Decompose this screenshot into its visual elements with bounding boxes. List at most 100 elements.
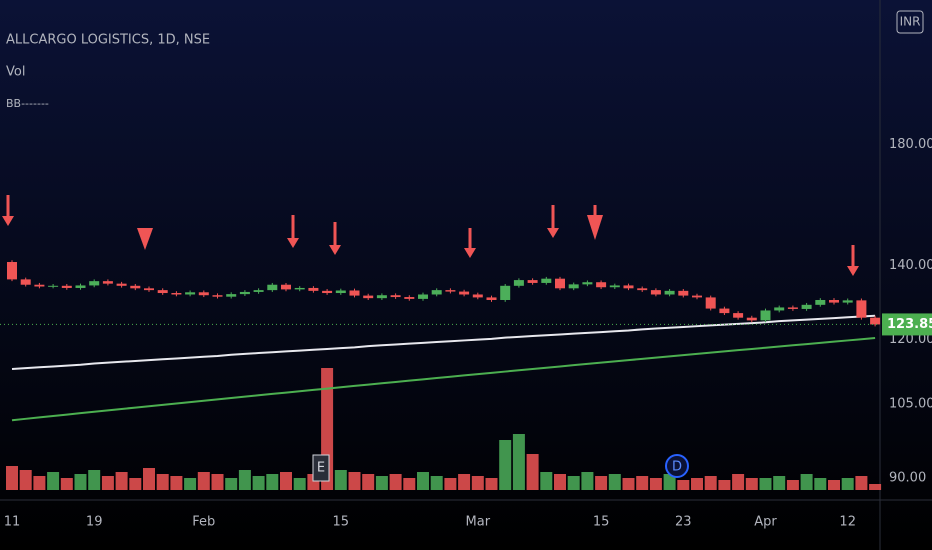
x-tick-label: 12 bbox=[839, 515, 856, 530]
candle-body bbox=[171, 293, 182, 295]
chart-title: ALLCARGO LOGISTICS, 1D, NSE bbox=[6, 33, 210, 48]
candle-body bbox=[678, 290, 689, 296]
volume-bar bbox=[334, 470, 347, 490]
x-tick-label: 15 bbox=[593, 515, 610, 530]
candle-body bbox=[294, 287, 305, 290]
candle-body bbox=[144, 288, 154, 291]
volume-bar bbox=[800, 474, 813, 490]
candle-body bbox=[459, 291, 470, 295]
volume-bar bbox=[197, 472, 210, 490]
candle-body bbox=[801, 304, 812, 309]
volume-bar bbox=[622, 478, 635, 490]
volume-bar bbox=[485, 478, 498, 490]
volume-bar bbox=[691, 478, 703, 490]
volume-bar bbox=[252, 476, 265, 490]
volume-bar bbox=[88, 470, 101, 490]
volume-bar bbox=[526, 454, 539, 490]
candle-body bbox=[870, 317, 881, 325]
volume-bar bbox=[540, 472, 553, 490]
candle-body bbox=[102, 281, 113, 284]
candle-body bbox=[500, 285, 511, 300]
volume-bar bbox=[773, 476, 786, 490]
volume-bar bbox=[608, 474, 621, 490]
y-tick-label: 90.00 bbox=[889, 471, 926, 486]
candle-body bbox=[281, 284, 291, 290]
candle-body bbox=[719, 308, 730, 314]
candle-body bbox=[363, 295, 374, 299]
candle-body bbox=[157, 290, 168, 294]
candle-body bbox=[733, 313, 744, 318]
volume-bar bbox=[444, 478, 457, 490]
candle-body bbox=[760, 310, 771, 321]
x-tick-label: 15 bbox=[333, 515, 350, 530]
candle-body bbox=[541, 278, 552, 283]
x-tick-label: 11 bbox=[4, 515, 21, 530]
y-tick-label: 105.00 bbox=[889, 396, 932, 411]
candle-body bbox=[376, 295, 387, 299]
volume-bar bbox=[266, 474, 279, 490]
volume-bar bbox=[238, 470, 251, 490]
event-label: E bbox=[317, 461, 325, 476]
candle-body bbox=[815, 299, 826, 305]
volume-bar bbox=[74, 474, 87, 490]
volume-bar bbox=[348, 472, 361, 490]
volume-bar bbox=[704, 476, 717, 490]
volume-bar bbox=[170, 476, 183, 490]
candle-body bbox=[418, 294, 428, 299]
x-tick-label: Apr bbox=[754, 515, 777, 530]
candle-body bbox=[20, 279, 31, 285]
volume-bar bbox=[649, 478, 662, 490]
volume-bar bbox=[677, 480, 690, 490]
event-label: D bbox=[672, 460, 682, 475]
volume-bar bbox=[814, 478, 827, 490]
candle-body bbox=[7, 262, 17, 280]
candle-body bbox=[787, 307, 798, 309]
event-badge bbox=[312, 454, 330, 482]
candle-body bbox=[596, 282, 607, 288]
volume-bar bbox=[458, 474, 471, 490]
volume-bar bbox=[581, 472, 594, 490]
event-badge bbox=[665, 454, 689, 478]
moving-average bbox=[11, 314, 876, 370]
volume-bar bbox=[636, 476, 649, 490]
last-price-label: 123.85 bbox=[887, 317, 932, 332]
volume-bar bbox=[403, 478, 416, 490]
candle-body bbox=[829, 299, 839, 303]
volume-bar bbox=[567, 476, 580, 490]
volume-bar bbox=[663, 474, 676, 490]
volume-bar bbox=[554, 474, 566, 490]
candle-body bbox=[445, 290, 456, 292]
volume-bar bbox=[595, 476, 608, 490]
candle-body bbox=[746, 317, 757, 321]
candle-body bbox=[198, 292, 209, 296]
candle-body bbox=[239, 291, 250, 295]
candle-body bbox=[472, 294, 483, 298]
volume-bar bbox=[417, 472, 429, 490]
volume-bar bbox=[115, 472, 128, 490]
candle-body bbox=[527, 280, 538, 283]
volume-bar bbox=[718, 480, 731, 490]
currency: INR bbox=[900, 15, 921, 29]
candle-body bbox=[582, 282, 593, 285]
candle-body bbox=[212, 295, 223, 297]
y-tick-label: 140.00 bbox=[889, 258, 932, 273]
candle-body bbox=[89, 281, 100, 286]
candle-body bbox=[486, 297, 497, 300]
candle-body bbox=[637, 288, 648, 291]
candle-body bbox=[856, 300, 867, 318]
candle-body bbox=[335, 290, 346, 294]
candle-body bbox=[404, 297, 415, 299]
volume-bar bbox=[225, 478, 238, 490]
signal-arrows bbox=[2, 195, 859, 276]
volume-bar bbox=[430, 476, 443, 490]
candle-body bbox=[513, 280, 524, 286]
candle-body bbox=[774, 307, 785, 311]
candle-body bbox=[842, 300, 853, 303]
y-tick-label: 180.00 bbox=[889, 137, 932, 152]
candle-body bbox=[609, 285, 620, 288]
indicator-label: BB------- bbox=[6, 97, 49, 110]
x-tick-label: Feb bbox=[192, 515, 215, 530]
candle-body bbox=[130, 285, 141, 289]
candle-body bbox=[185, 292, 196, 295]
